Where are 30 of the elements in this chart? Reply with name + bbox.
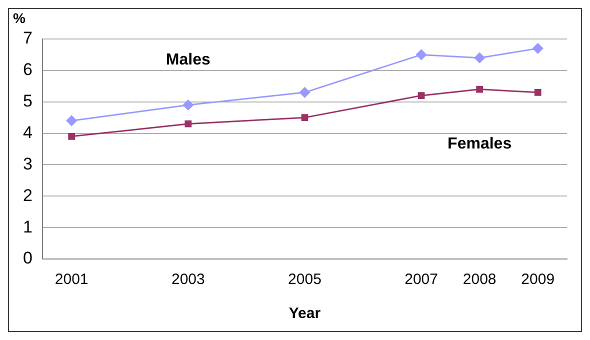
point xyxy=(301,114,308,122)
text: Males xyxy=(166,51,210,68)
point xyxy=(184,120,192,128)
point xyxy=(299,87,310,98)
x-tick-label: 2008 xyxy=(462,271,496,288)
y-tick-label: 4 xyxy=(22,122,32,142)
point xyxy=(416,49,427,60)
y-tick-label: 7 xyxy=(22,28,32,48)
y-tick-label: 1 xyxy=(22,217,32,236)
text: Females xyxy=(448,136,512,153)
y-tick-label: 5 xyxy=(22,92,32,111)
x-tick-label: 2009 xyxy=(521,271,555,288)
x-tick-label: 2001 xyxy=(54,271,88,288)
y-tick-label: 2 xyxy=(22,186,32,205)
point xyxy=(68,132,76,140)
x-tick-label: 2003 xyxy=(171,271,205,288)
point xyxy=(532,43,544,54)
y-tick-label: 0 xyxy=(22,248,32,268)
y-tick-label: 6 xyxy=(22,60,32,80)
x-tick-label: 2005 xyxy=(288,271,322,288)
point xyxy=(474,52,485,64)
y-tick-label: 3 xyxy=(22,154,32,174)
point xyxy=(182,100,194,110)
point xyxy=(476,86,484,93)
y-axis-title: % xyxy=(13,10,26,26)
point xyxy=(66,115,77,126)
x-axis-title: Year xyxy=(288,305,321,322)
point xyxy=(418,92,425,100)
point xyxy=(534,88,542,96)
x-tick-label: 2007 xyxy=(404,271,438,288)
